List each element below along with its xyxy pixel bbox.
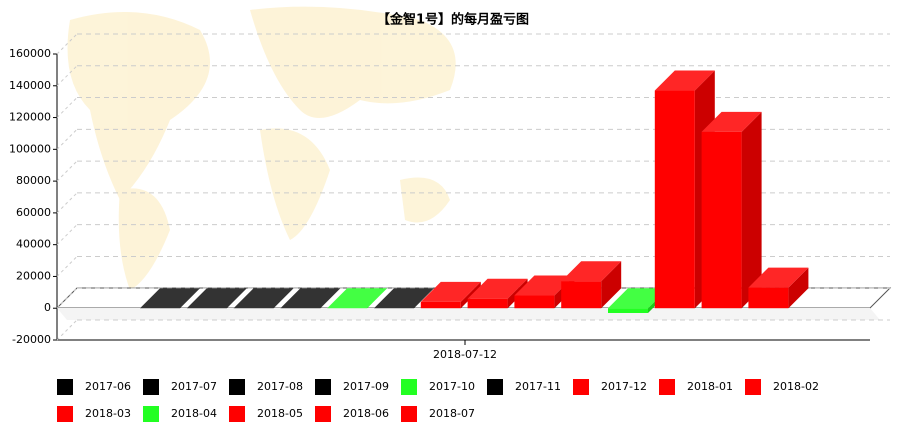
grid-line [56,97,78,118]
legend-swatch [229,379,245,395]
bar [561,281,602,309]
x-tick-label: 2018-07-12 [433,348,497,361]
legend-label: 2018-02 [773,380,819,393]
legend-swatch [57,379,73,395]
bar-top [654,70,715,91]
grid-line [56,192,78,214]
legend-label: 2017-08 [257,380,303,393]
background-map [67,6,456,290]
bar-side [741,111,762,309]
bar-top [608,288,668,309]
legend-label: 2017-10 [429,380,475,393]
bar [748,287,789,309]
grid-line [56,224,78,246]
bar-top [514,275,575,296]
bar [467,298,508,309]
legend-swatch [401,406,417,422]
bar-side [460,281,481,309]
legend-label: 2017-09 [343,380,389,393]
legend-swatch [659,379,675,395]
legend-label: 2018-03 [85,407,131,420]
y-tick-label: 100000 [9,142,51,155]
legend-swatch [315,379,331,395]
legend-swatch [487,379,503,395]
y-tick-label: 160000 [9,47,51,60]
legend-swatch [573,379,589,395]
legend-label: 2017-12 [601,380,647,393]
legend-label: 2017-11 [515,380,561,393]
legend-swatch [143,379,159,395]
bar-top [186,288,247,309]
grid-line [56,65,78,87]
legend-swatch [143,406,159,422]
legend-label: 2018-04 [171,407,217,420]
y-tick-label: 80000 [16,174,51,187]
legend-swatch [745,379,761,395]
y-tick-label: -20000 [12,333,51,346]
grid-line [56,256,78,277]
bar [514,295,555,309]
bar-top [467,278,528,299]
bar-top [420,281,481,302]
y-tick-label: 60000 [16,206,51,219]
grid-line [56,287,78,309]
legend-label: 2018-01 [687,380,733,393]
legend-swatch [315,406,331,422]
y-tick-label: 0 [44,301,51,314]
grid-line [56,128,78,150]
legend-label: 2018-05 [257,407,303,420]
bar-top [280,288,341,309]
bar-top [374,288,434,309]
floor-shadow [57,308,880,320]
legend-swatch [401,379,417,395]
bar-top [140,288,200,309]
y-tick-label: 20000 [16,269,51,282]
y-tick-label: 140000 [9,79,51,92]
y-tick-label: 40000 [16,238,51,251]
legend-label: 2017-07 [171,380,217,393]
legend-swatch [229,406,245,422]
bar-side [788,267,809,309]
legend-label: 2018-06 [343,407,389,420]
legend-label: 2018-07 [429,407,475,420]
bar [701,131,742,309]
legend-label: 2017-06 [85,380,131,393]
bar-top [748,267,809,288]
bar-top [327,288,388,309]
grid-line [56,33,78,55]
grid-line [56,319,78,341]
bar [608,308,648,313]
bar-top [233,288,294,309]
chart-title: 【金智1号】的每月盈亏图 [377,12,529,28]
bar-top [561,261,622,282]
y-tick-label: 120000 [9,111,51,124]
bar-top [701,111,762,132]
grid-line [56,160,78,182]
legend-swatch [57,406,73,422]
bar [420,301,461,309]
bar-side [601,261,622,309]
bar [654,90,695,309]
